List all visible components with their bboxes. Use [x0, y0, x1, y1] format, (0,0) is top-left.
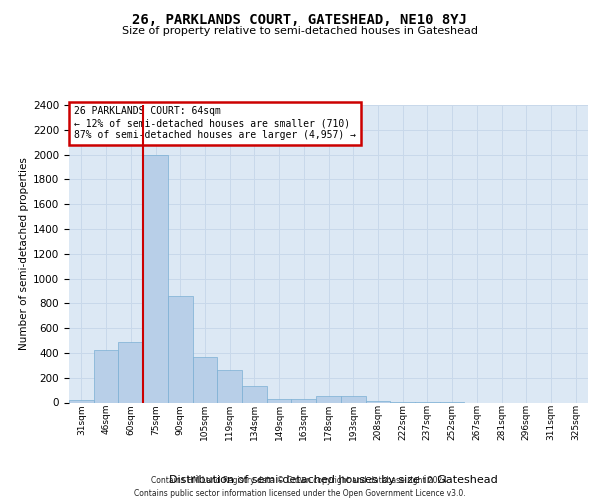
Bar [69, 400, 94, 402]
Text: Distribution of semi-detached houses by size in Gateshead: Distribution of semi-detached houses by … [169, 475, 497, 485]
Text: Contains HM Land Registry data © Crown copyright and database right 2024.
Contai: Contains HM Land Registry data © Crown c… [134, 476, 466, 498]
Bar [217, 370, 242, 402]
Bar [267, 399, 292, 402]
Y-axis label: Number of semi-detached properties: Number of semi-detached properties [19, 158, 29, 350]
Bar [143, 154, 168, 402]
Bar [94, 350, 118, 403]
Bar [341, 396, 365, 402]
Text: 26 PARKLANDS COURT: 64sqm
← 12% of semi-detached houses are smaller (710)
87% of: 26 PARKLANDS COURT: 64sqm ← 12% of semi-… [74, 106, 356, 140]
Bar [292, 399, 316, 402]
Bar [193, 356, 217, 403]
Bar [118, 342, 143, 402]
Bar [316, 396, 341, 402]
Text: 26, PARKLANDS COURT, GATESHEAD, NE10 8YJ: 26, PARKLANDS COURT, GATESHEAD, NE10 8YJ [133, 12, 467, 26]
Text: Size of property relative to semi-detached houses in Gateshead: Size of property relative to semi-detach… [122, 26, 478, 36]
Bar [168, 296, 193, 403]
Bar [242, 386, 267, 402]
